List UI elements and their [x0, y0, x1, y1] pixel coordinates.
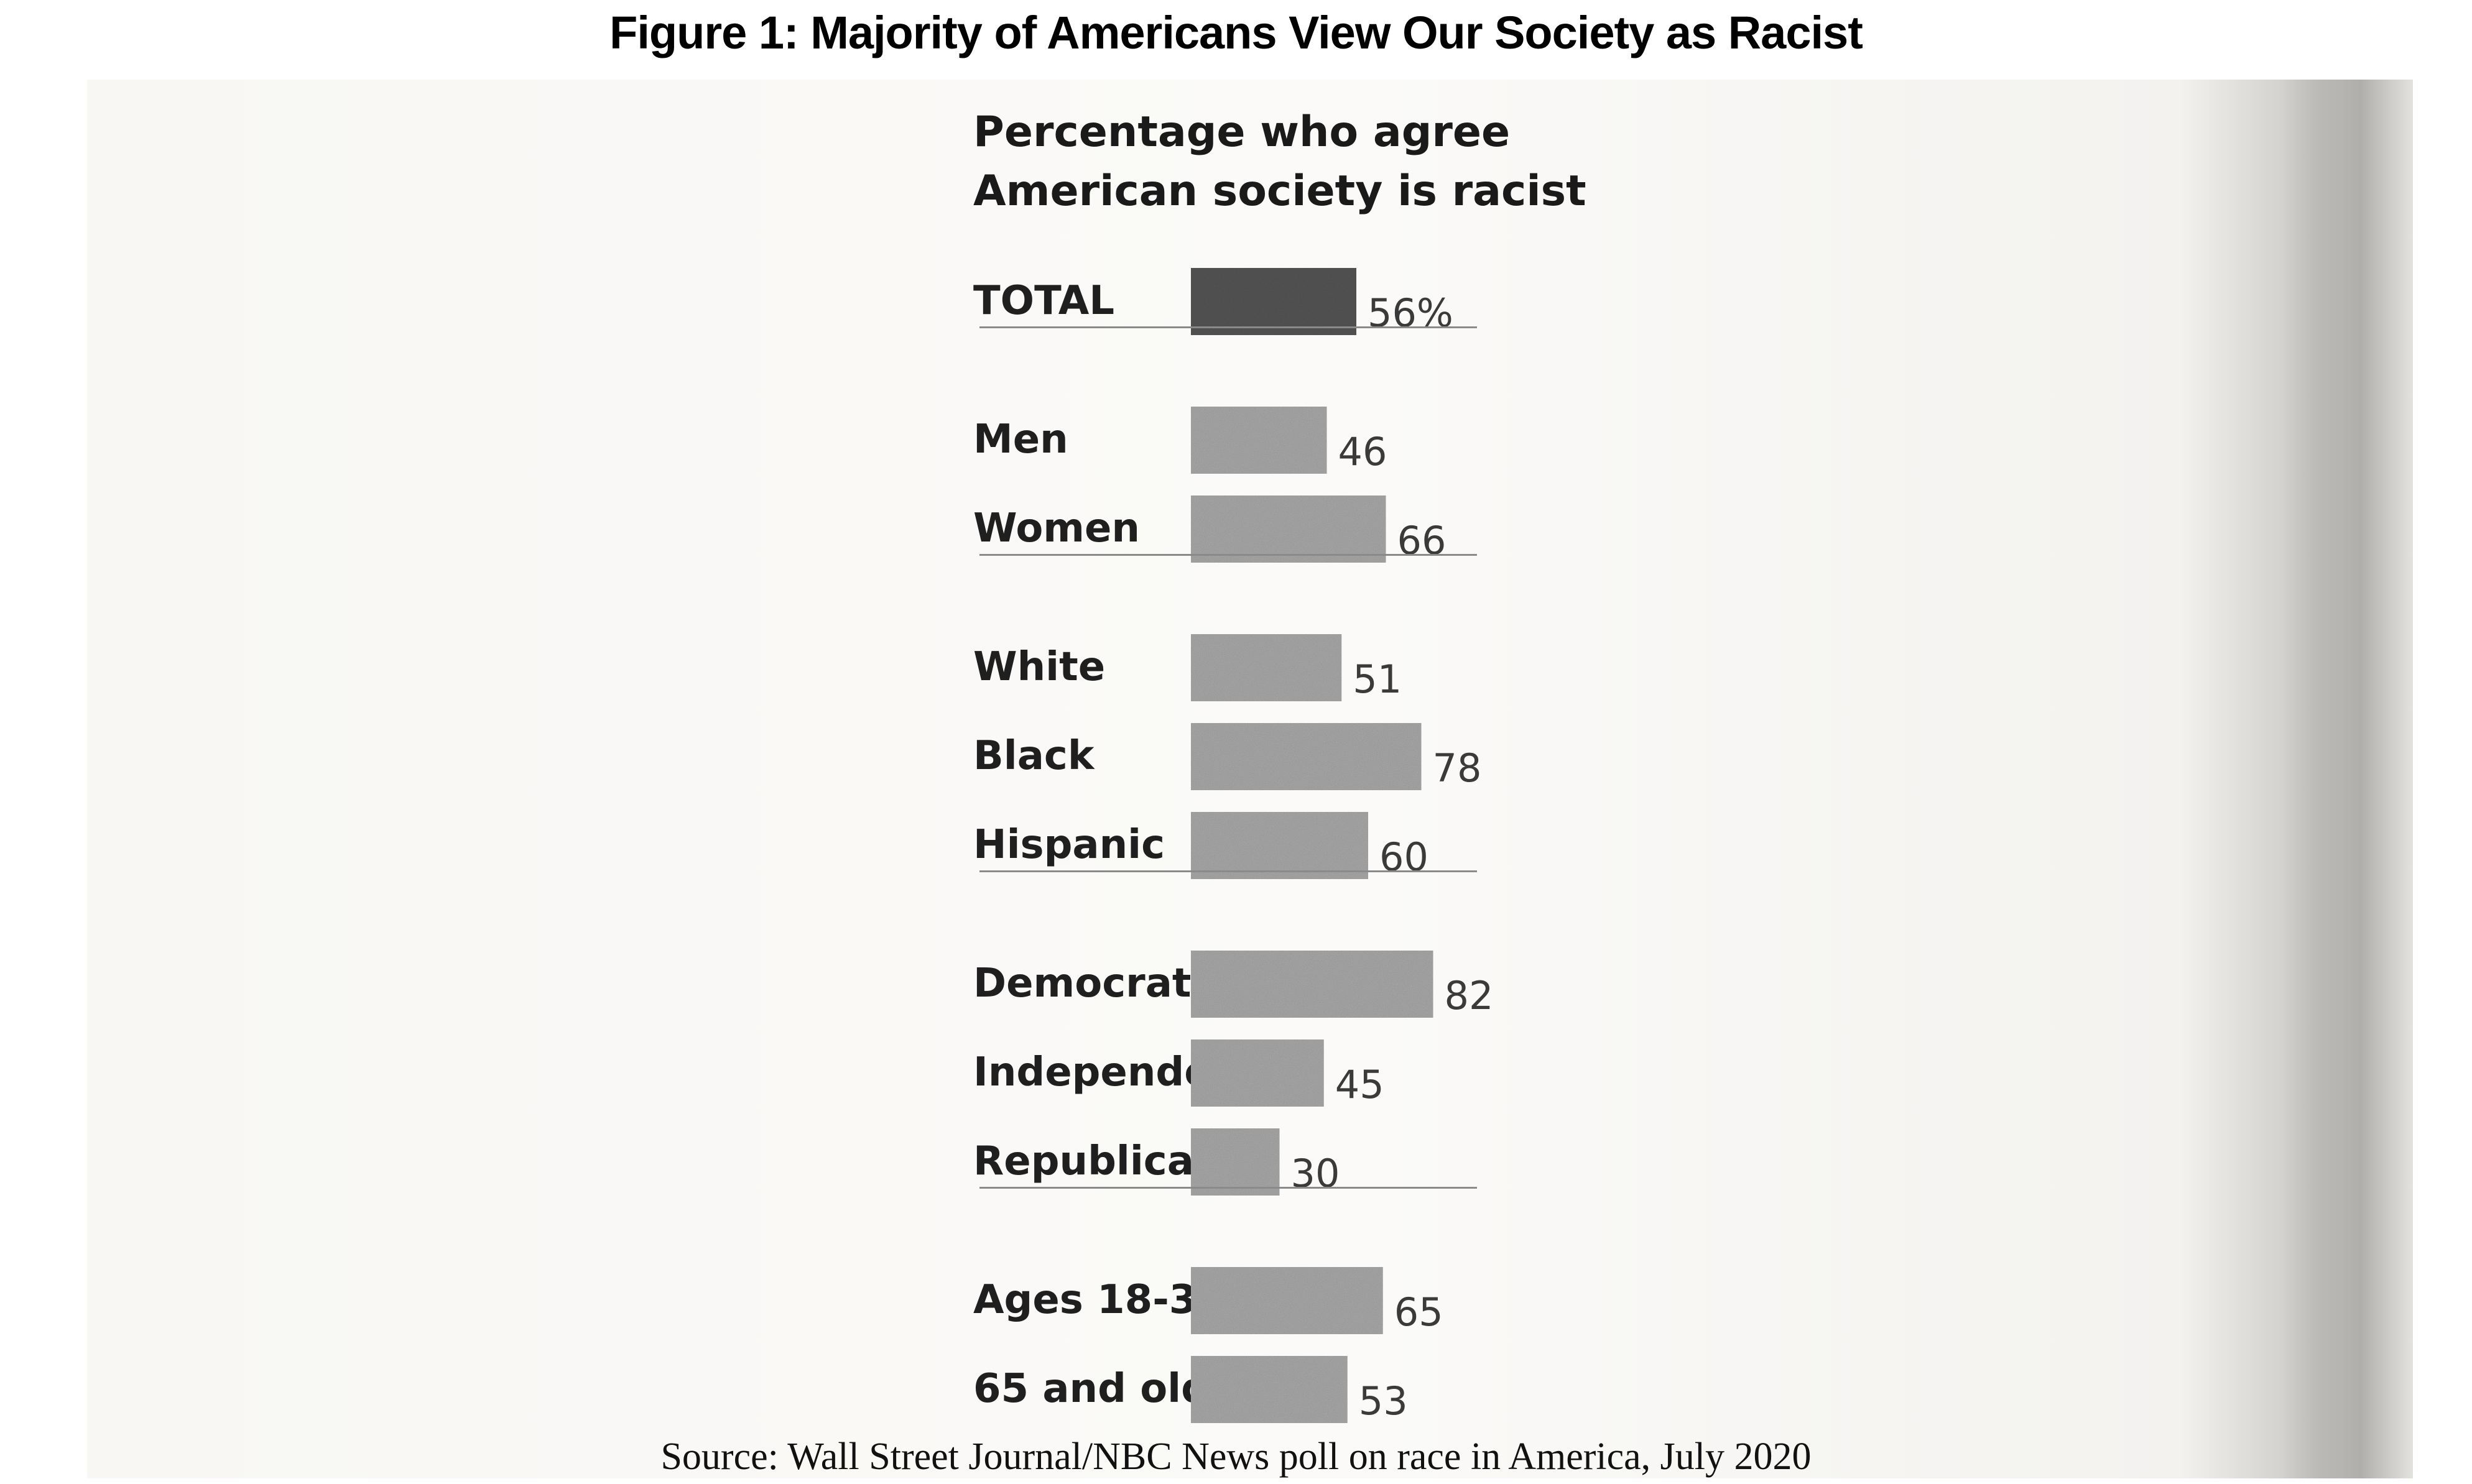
category-label-hispanic: Hispanic: [973, 822, 1165, 868]
value-label-total: 56%: [1368, 290, 1453, 336]
bar-women: [1191, 495, 1386, 563]
value-label-democrats: 82: [1445, 973, 1494, 1018]
chart-title-line-2: American society is racist: [973, 167, 1586, 216]
value-label-independents: 45: [1335, 1062, 1384, 1107]
bar-65-and-older: [1191, 1356, 1348, 1423]
value-label-hispanic: 60: [1379, 834, 1428, 880]
value-label-men: 46: [1338, 429, 1387, 474]
value-label-women: 66: [1397, 518, 1447, 563]
value-label-black: 78: [1433, 745, 1482, 791]
value-label-white: 51: [1353, 657, 1402, 702]
value-label-ages-18-34: 65: [1394, 1289, 1443, 1335]
category-label-ages-18-34: Ages 18-34: [973, 1277, 1224, 1323]
bar-white: [1191, 634, 1342, 701]
category-label-men: Men: [973, 417, 1068, 463]
value-label-65-and-older: 53: [1359, 1378, 1408, 1424]
category-label-white: White: [973, 644, 1105, 690]
bar-black: [1191, 723, 1422, 790]
bar-independents: [1191, 1039, 1324, 1107]
page-fold-shadow: [2282, 80, 2413, 1478]
category-label-black: Black: [973, 733, 1095, 779]
bar-total: [1191, 268, 1356, 335]
category-label-women: Women: [973, 505, 1140, 551]
category-label-total: TOTAL: [973, 278, 1114, 324]
bar-hispanic: [1191, 812, 1368, 879]
figure-title: Figure 1: Majority of Americans View Our…: [609, 7, 1863, 58]
source-note: Source: Wall Street Journal/NBC News pol…: [660, 1436, 1812, 1478]
bar-republicans: [1191, 1128, 1280, 1196]
bar-democrats: [1191, 951, 1433, 1018]
value-label-republicans: 30: [1291, 1151, 1340, 1196]
category-label-democrats: Democrats: [973, 961, 1215, 1007]
bar-ages-18-34: [1191, 1267, 1383, 1334]
bar-men: [1191, 407, 1327, 474]
chart-title-line-1: Percentage who agree: [973, 108, 1510, 157]
